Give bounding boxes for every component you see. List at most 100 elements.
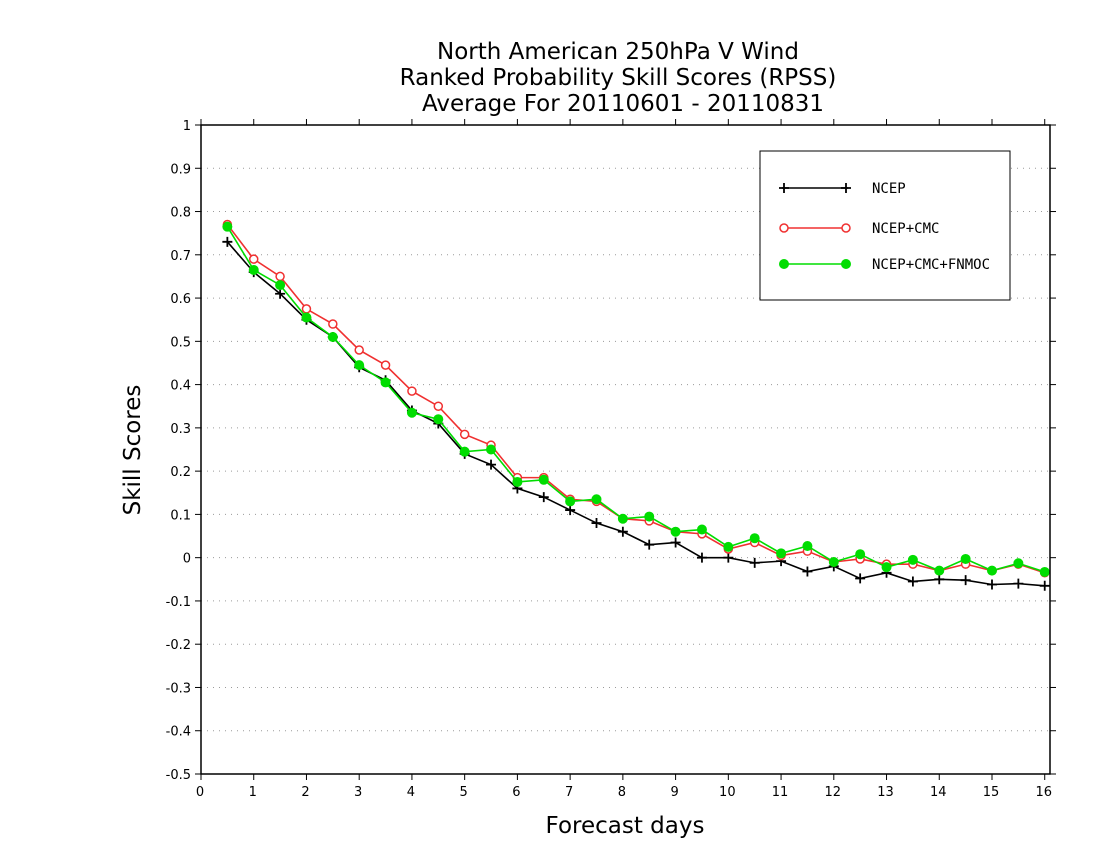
data-point xyxy=(512,476,523,487)
data-point xyxy=(328,319,338,329)
data-point xyxy=(723,552,734,563)
data-point xyxy=(275,288,286,299)
data-point xyxy=(1013,578,1024,589)
y-tick-label: 0.3 xyxy=(170,422,191,437)
data-point xyxy=(433,401,444,411)
data-point xyxy=(354,345,364,355)
series-line xyxy=(226,241,1045,587)
data-point xyxy=(779,183,789,193)
data-point xyxy=(248,264,259,275)
x-tick-label: 9 xyxy=(670,785,678,800)
data-point xyxy=(275,271,285,282)
data-point xyxy=(1039,566,1050,577)
x-axis-title: Forecast days xyxy=(546,813,705,839)
data-point xyxy=(960,575,971,586)
data-point xyxy=(354,360,365,371)
data-point xyxy=(670,526,681,537)
legend: NCEP NCEP+CMC NCEP+CMC+FNMOC xyxy=(759,150,1011,301)
legend-label: NCEP xyxy=(872,181,906,197)
data-point xyxy=(776,548,787,559)
x-tick-label: 14 xyxy=(930,785,947,800)
data-point xyxy=(986,565,997,576)
data-point xyxy=(538,492,549,503)
data-point xyxy=(749,557,760,568)
data-point xyxy=(960,553,971,564)
y-tick-label: -0.3 xyxy=(166,681,191,696)
data-point xyxy=(1013,558,1024,569)
y-axis-title: Skill Scores xyxy=(120,385,146,516)
data-point xyxy=(617,513,628,524)
y-tick-label: -0.2 xyxy=(166,638,191,653)
data-point xyxy=(380,360,391,370)
data-point xyxy=(855,573,866,584)
chart-title-line-3: Average For 20110601 - 20110831 xyxy=(422,91,824,117)
data-point xyxy=(565,505,576,516)
series-lines xyxy=(222,219,1050,591)
x-tick-label: 5 xyxy=(460,785,468,800)
data-point xyxy=(907,576,918,587)
data-point xyxy=(327,332,338,343)
data-point xyxy=(222,236,233,247)
chart-title: North American 250hPa V Wind Ranked Prob… xyxy=(400,39,837,117)
y-tick-label: 0.1 xyxy=(170,508,191,523)
data-point xyxy=(644,539,655,550)
legend-entry: NCEP+CMC+FNMOC xyxy=(779,257,990,273)
series-ncep-cmc-fnmoc xyxy=(222,221,1050,577)
data-point xyxy=(881,562,892,573)
data-point xyxy=(433,414,444,425)
y-tick-label: -0.1 xyxy=(166,595,191,610)
legend-label: NCEP+CMC+FNMOC xyxy=(872,257,990,273)
legend-box xyxy=(759,150,1011,301)
data-point xyxy=(617,526,628,537)
x-tick-label: 3 xyxy=(354,785,362,800)
y-tick-label: 0.4 xyxy=(170,379,191,394)
y-axis-ticks: 1 0.9 0.8 0.7 0.6 0.5 0.4 0.3 0.2 0.1 0 -0.1 -0.2 -0.… xyxy=(166,119,1056,783)
chart-title-line-1: North American 250hPa V Wind xyxy=(437,39,799,65)
data-point xyxy=(749,533,760,544)
x-tick-label: 6 xyxy=(512,785,520,800)
data-point xyxy=(841,259,851,269)
x-tick-label: 1 xyxy=(249,785,257,800)
data-point xyxy=(459,446,470,457)
x-axis-ticks: 0 1 2 3 4 5 6 7 8 9 10 11 12 13 14 15 16 xyxy=(196,119,1052,800)
legend-entry: NCEP+CMC xyxy=(779,221,939,237)
data-point xyxy=(538,474,549,485)
data-point xyxy=(644,511,655,522)
y-tick-label: -0.5 xyxy=(166,768,191,783)
x-tick-label: 12 xyxy=(825,785,842,800)
chart-title-line-2: Ranked Probability Skill Scores (RPSS) xyxy=(400,65,837,91)
legend-label: NCEP+CMC xyxy=(872,221,939,237)
data-point xyxy=(222,221,233,232)
data-point xyxy=(565,496,576,507)
data-point xyxy=(275,280,286,291)
y-tick-label: 0.2 xyxy=(170,465,191,480)
data-point xyxy=(696,552,707,563)
legend-entry: NCEP xyxy=(779,181,906,197)
y-tick-label: 0.9 xyxy=(170,162,191,177)
x-tick-label: 11 xyxy=(772,785,789,800)
x-tick-label: 10 xyxy=(719,785,736,800)
y-tick-label: 0 xyxy=(183,552,191,567)
x-tick-label: 4 xyxy=(407,785,415,800)
data-point xyxy=(380,377,391,388)
x-tick-label: 2 xyxy=(301,785,309,800)
data-point xyxy=(934,565,945,576)
y-tick-label: 0.6 xyxy=(170,292,191,307)
data-point xyxy=(670,537,681,548)
data-point xyxy=(934,574,945,585)
y-tick-label: 0.5 xyxy=(170,335,191,350)
data-point xyxy=(779,259,789,269)
data-point xyxy=(486,444,497,455)
data-point xyxy=(591,494,602,505)
y-tick-label: 0.7 xyxy=(170,249,191,264)
data-point xyxy=(855,549,866,560)
data-point xyxy=(986,579,997,590)
data-point xyxy=(248,254,259,264)
data-point xyxy=(907,554,918,565)
data-point xyxy=(802,540,813,551)
plot-area-frame xyxy=(200,124,1051,775)
x-tick-label: 16 xyxy=(1035,785,1052,800)
y-tick-label: 1 xyxy=(183,119,191,134)
data-point xyxy=(828,556,839,567)
